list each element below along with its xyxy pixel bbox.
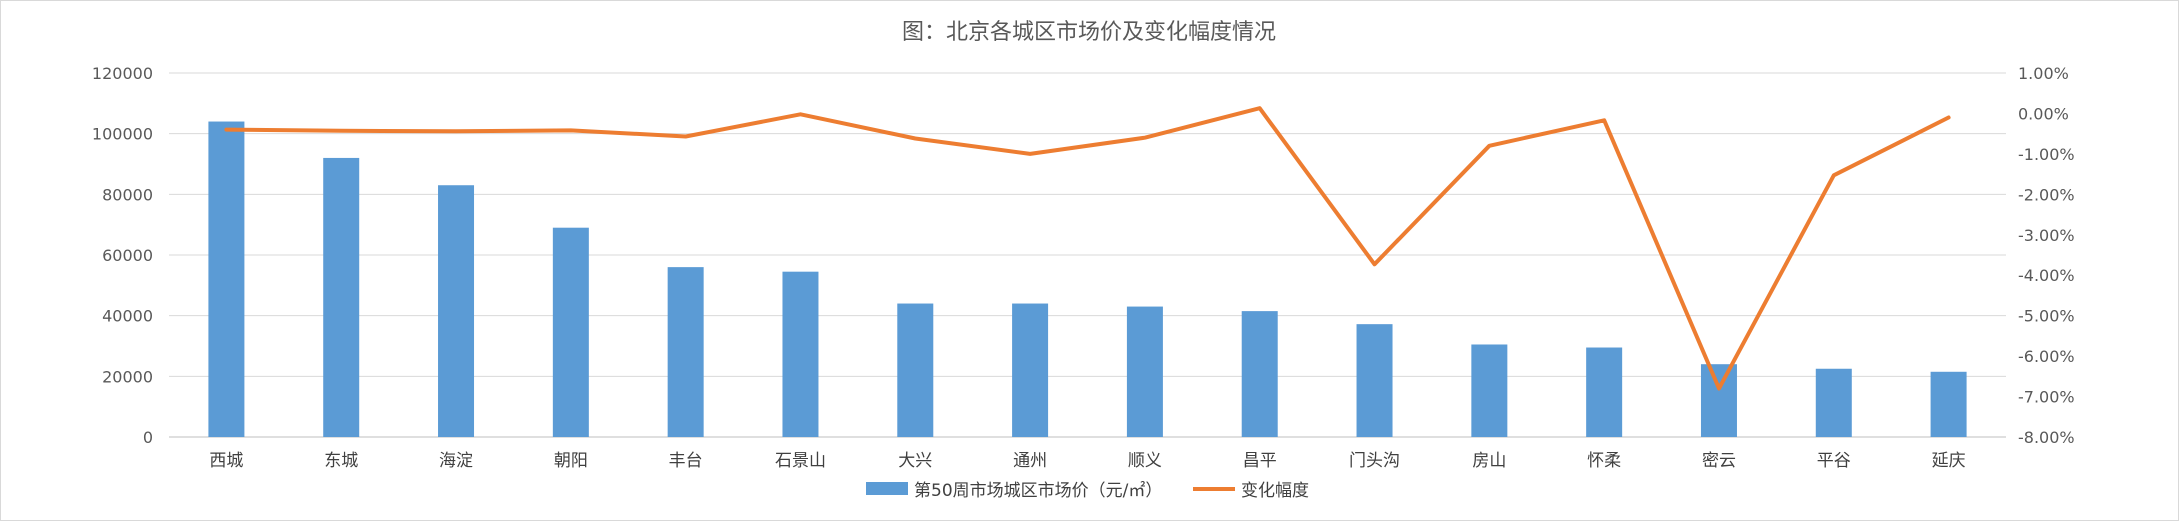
legend: 第50周市场城区市场价（元/㎡） 变化幅度 — [866, 481, 1309, 501]
bar — [1701, 364, 1737, 437]
line-series — [226, 108, 1948, 388]
left-axis-ticks: 0 20000 40000 60000 80000 100000 120000 — [92, 64, 153, 447]
left-tick-label: 100000 — [92, 125, 153, 144]
chart-title: 图：北京各城区市场价及变化幅度情况 — [902, 20, 1276, 45]
right-tick-label: -3.00% — [2018, 226, 2075, 245]
bar — [668, 267, 704, 437]
right-tick-label: -2.00% — [2018, 185, 2075, 204]
bar — [897, 304, 933, 437]
bar — [1012, 304, 1048, 437]
left-tick-label: 120000 — [92, 64, 153, 83]
bar — [1586, 348, 1622, 437]
bar — [1471, 344, 1507, 437]
category-label: 昌平 — [1243, 451, 1277, 471]
bar — [1242, 311, 1278, 437]
bar — [208, 122, 244, 437]
left-tick-label: 0 — [143, 428, 153, 447]
legend-bar-swatch — [866, 482, 908, 495]
right-tick-label: -7.00% — [2018, 388, 2075, 407]
category-label: 顺义 — [1128, 451, 1162, 471]
legend-line-label: 变化幅度 — [1241, 481, 1309, 501]
line-path — [226, 108, 1948, 388]
bar — [1816, 369, 1852, 437]
category-label: 密云 — [1702, 451, 1736, 471]
bar — [1127, 307, 1163, 437]
category-label: 海淀 — [439, 451, 473, 471]
right-tick-label: 1.00% — [2018, 64, 2069, 83]
category-label: 石景山 — [775, 451, 826, 471]
right-axis-ticks: 1.00% 0.00% -1.00% -2.00% -3.00% -4.00% -5.00%… — [2018, 64, 2075, 447]
category-label: 西城 — [209, 451, 243, 471]
right-tick-label: -4.00% — [2018, 266, 2075, 285]
left-tick-label: 20000 — [102, 367, 153, 386]
bar — [1931, 372, 1967, 437]
bar — [553, 228, 589, 437]
category-label: 丰台 — [669, 451, 703, 471]
category-labels: 西城 东城 海淀 朝阳 丰台 石景山 大兴 通州 顺义 昌平 门头沟 房山 怀柔 密云 平谷 延庆 — [209, 451, 1965, 471]
right-tick-label: -8.00% — [2018, 428, 2075, 447]
right-tick-label: -1.00% — [2018, 145, 2075, 164]
category-label: 朝阳 — [554, 451, 588, 471]
bar — [438, 185, 474, 437]
category-label: 延庆 — [1932, 451, 1966, 471]
bar — [782, 272, 818, 437]
category-label: 通州 — [1013, 451, 1047, 471]
category-label: 怀柔 — [1587, 451, 1621, 471]
right-tick-label: 0.00% — [2018, 104, 2069, 123]
left-tick-label: 60000 — [102, 246, 153, 265]
category-label: 东城 — [324, 451, 358, 471]
left-tick-label: 40000 — [102, 307, 153, 326]
category-label: 门头沟 — [1349, 451, 1400, 471]
left-tick-label: 80000 — [102, 185, 153, 204]
category-label: 大兴 — [898, 451, 932, 471]
legend-bar-label: 第50周市场城区市场价（元/㎡） — [914, 481, 1162, 501]
right-tick-label: -5.00% — [2018, 307, 2075, 326]
bar — [323, 158, 359, 437]
category-label: 房山 — [1472, 451, 1506, 471]
category-label: 平谷 — [1817, 451, 1851, 471]
right-tick-label: -6.00% — [2018, 347, 2075, 366]
bar — [1357, 324, 1393, 437]
bar-series — [208, 122, 1966, 437]
